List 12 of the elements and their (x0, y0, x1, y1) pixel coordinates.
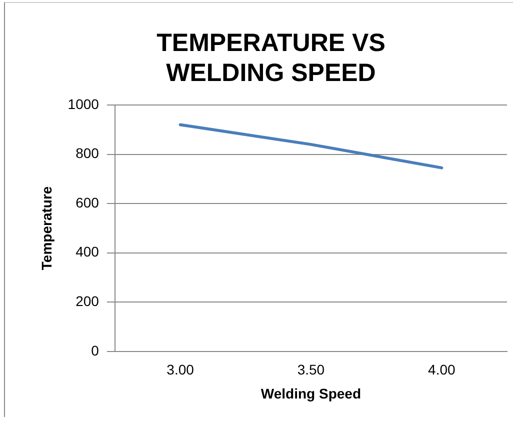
y-tick-label: 0 (91, 342, 100, 358)
x-tick-label: 4.00 (428, 362, 456, 378)
y-tick-label: 400 (76, 244, 100, 260)
x-axis-title: Welding Speed (260, 385, 362, 402)
y-tick-label: 200 (76, 292, 100, 309)
chart-title: TEMPERATURE VS WELDING SPEED (156, 28, 386, 87)
y-tick-label: 1000 (68, 96, 100, 112)
y-axis-title: Temperature (38, 186, 54, 270)
y-tick-label: 800 (76, 145, 100, 162)
x-tick-label: 3.00 (166, 362, 194, 378)
x-tick-label: 3.50 (297, 362, 325, 378)
y-tick-label: 600 (76, 194, 100, 210)
